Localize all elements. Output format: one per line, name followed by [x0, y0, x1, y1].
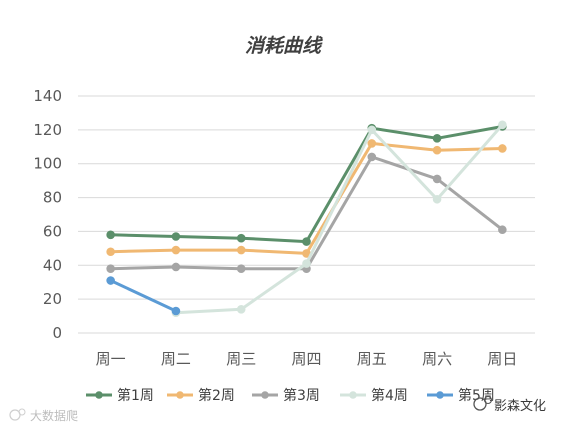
watermark-right-icon-dot [483, 395, 493, 405]
chart-title: 消耗曲线 [245, 35, 323, 57]
y-tick-label: 60 [43, 222, 62, 240]
data-point [171, 306, 181, 316]
x-tick-label: 周二 [161, 350, 191, 368]
data-point [367, 152, 377, 162]
legend-label: 第4周 [371, 387, 408, 404]
legend: 第1周 第2周 第3周 第4周 第5周 [86, 387, 495, 404]
series-3 [106, 152, 507, 273]
watermark-left-text: 大数据爬 [30, 408, 78, 423]
series-5 [106, 276, 181, 316]
y-axis-ticks: 0 20 40 60 80 100 120 140 [33, 87, 62, 342]
series-layer [106, 120, 507, 317]
data-point [498, 225, 507, 235]
data-point [302, 237, 311, 246]
watermark-left: 大数据爬 [9, 408, 78, 423]
watermark-left-icon-dot [18, 408, 26, 416]
watermark-left-icon [9, 409, 21, 421]
watermark-right-icon [473, 397, 487, 411]
x-tick-label: 周三 [226, 350, 256, 368]
data-point [367, 125, 377, 135]
data-point [498, 144, 507, 153]
legend-label: 第2周 [198, 387, 235, 404]
x-tick-label: 周日 [487, 350, 517, 368]
legend-label: 第3周 [283, 387, 320, 404]
y-tick-label: 80 [43, 189, 62, 207]
y-tick-label: 120 [33, 121, 62, 139]
legend-item: 第2周 [167, 387, 235, 404]
data-point [432, 145, 442, 155]
y-tick-label: 0 [52, 324, 62, 342]
x-tick-label: 周一 [96, 350, 126, 368]
data-point [498, 120, 507, 130]
legend-swatch-marker [436, 391, 444, 399]
data-point [236, 305, 246, 314]
x-tick-label: 周四 [291, 350, 321, 368]
series-2 [106, 139, 507, 258]
data-point [171, 262, 181, 272]
y-tick-label: 100 [33, 155, 62, 173]
data-point [106, 230, 115, 240]
series-line [174, 123, 504, 315]
x-axis-ticks: 周一 周二 周三 周四 周五 周六 周日 [96, 350, 518, 368]
data-point [432, 194, 442, 204]
data-point [432, 174, 442, 184]
data-point [432, 134, 442, 143]
data-point [106, 247, 115, 257]
legend-swatch-marker [261, 391, 269, 399]
data-point [171, 245, 181, 255]
legend-label: 第5周 [458, 387, 495, 404]
data-point [106, 276, 115, 285]
watermark-right-text: 影森文化 [494, 399, 546, 414]
data-point [236, 245, 246, 255]
legend-swatch-marker [176, 391, 184, 399]
legend-swatch-marker [349, 391, 357, 399]
legend-label: 第1周 [117, 387, 154, 404]
data-point [236, 264, 246, 273]
series-line [109, 279, 178, 313]
legend-item: 第5周 [427, 387, 495, 404]
y-tick-label: 20 [43, 290, 62, 308]
x-tick-label: 周五 [357, 350, 387, 368]
watermark-right: 影森文化 [473, 395, 546, 414]
data-point [236, 233, 246, 243]
x-tick-label: 周六 [422, 350, 452, 368]
y-tick-label: 40 [43, 256, 62, 274]
data-point [302, 259, 311, 268]
data-point [367, 139, 377, 148]
legend-item: 第3周 [252, 387, 320, 404]
y-tick-label: 140 [33, 87, 62, 105]
data-point [171, 232, 181, 241]
legend-item: 第4周 [340, 387, 408, 404]
data-point [106, 264, 115, 273]
legend-swatch-marker [95, 391, 103, 399]
legend-item: 第1周 [86, 387, 154, 404]
series-1 [106, 122, 507, 246]
